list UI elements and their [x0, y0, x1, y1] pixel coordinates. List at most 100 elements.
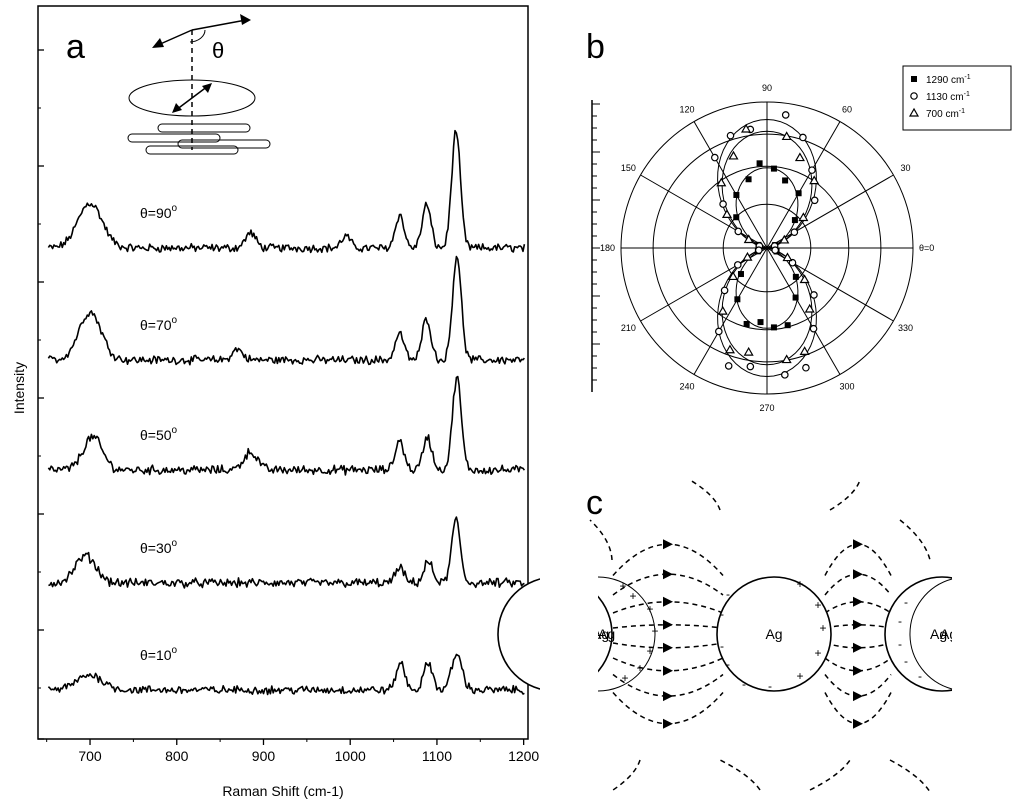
field-arrow: [663, 665, 673, 676]
field-arrow: [853, 718, 863, 729]
data-point: [724, 362, 733, 370]
positive-charge: +: [651, 624, 658, 638]
field-line: [809, 759, 851, 791]
data-point: [782, 177, 789, 184]
spectrum-trace: [47, 653, 525, 696]
negative-charge: -: [918, 669, 922, 683]
data-point: [791, 217, 798, 224]
field-arrow: [853, 596, 863, 607]
data-point: [757, 319, 764, 326]
polar-angle-label: 30: [901, 163, 911, 173]
field-line: [824, 543, 892, 576]
field-line: [689, 479, 721, 511]
positive-charge: +: [646, 602, 653, 616]
panel-b-axis-ticks: [592, 103, 600, 381]
data-point: [799, 133, 807, 142]
positive-charge: +: [629, 589, 636, 603]
positive-charge: +: [796, 669, 803, 683]
data-point: [711, 153, 719, 162]
data-point: [810, 196, 819, 205]
data-point: [726, 131, 735, 140]
data-point: [794, 152, 805, 162]
positive-charge: +: [814, 598, 821, 612]
data-point: [755, 246, 763, 254]
data-point: [721, 209, 732, 218]
data-point: [779, 234, 790, 244]
data-point: [792, 273, 799, 280]
data-point: [742, 251, 753, 261]
polar-angle-label: 150: [621, 163, 636, 173]
spectrum-label: θ=50o: [140, 425, 178, 443]
data-point: [908, 107, 920, 117]
spectrum-trace: [48, 516, 525, 589]
field-arrow: [853, 665, 863, 676]
field-arrow: [663, 539, 673, 550]
panel-c-letter: c: [586, 484, 603, 522]
negative-charge: -: [720, 607, 724, 621]
data-point: [733, 261, 742, 269]
field-line: [612, 673, 724, 697]
x-axis-label: Raman Shift (cm-1): [222, 783, 343, 799]
spectrum-label: θ=10o: [140, 645, 178, 663]
theta-symbol: θ: [212, 38, 224, 63]
field-line: [889, 759, 931, 793]
field-line: [609, 759, 641, 793]
panel-a: a Intensity Raman Shift (cm-1) 700 800 900…: [11, 5, 539, 799]
field-line: [824, 674, 892, 697]
spectrum-trace: [47, 375, 526, 476]
data-point: [716, 177, 727, 187]
x-tick-label: 800: [165, 748, 189, 764]
x-tick-label: 900: [252, 748, 276, 764]
data-point: [746, 362, 755, 371]
data-point: [743, 320, 750, 327]
data-point: [810, 291, 818, 299]
field-arrow: [663, 569, 673, 580]
x-tick-label: 1000: [335, 748, 366, 764]
data-point: [770, 324, 777, 331]
field-arrow: [663, 718, 673, 729]
polar-angle-label: 120: [679, 104, 694, 114]
data-point: [717, 305, 728, 315]
field-line: [824, 601, 892, 614]
clip-mask: [952, 560, 1015, 710]
polar-angle-label: 90: [762, 83, 772, 93]
negative-charge: -: [898, 637, 902, 651]
field-arrow: [853, 539, 863, 550]
negative-charge: -: [742, 677, 746, 691]
polar-angle-label: 300: [839, 382, 854, 392]
spectra: θ=90o θ=70o θ=50o θ=30o θ=10o: [47, 129, 526, 696]
field-arrow: [663, 691, 673, 702]
legend-label: 700 cm-1: [926, 108, 965, 120]
polar-angle-label: 60: [842, 104, 852, 114]
panel-a-letter: a: [66, 28, 85, 66]
positive-charge: +: [636, 661, 643, 675]
negative-charge: -: [904, 654, 908, 668]
data-point: [733, 214, 740, 221]
positive-charge: +: [621, 671, 628, 685]
data-point: [792, 294, 799, 301]
data-point: [799, 346, 810, 355]
field-line: [824, 573, 892, 596]
legend-label: 1130 cm-1: [926, 91, 970, 103]
data-point: [782, 252, 793, 262]
data-point: [734, 227, 743, 236]
panel-b: b θ=0 30 60 90 120 150 180 210 240 270 300 330 1290…: [586, 28, 1012, 413]
clip-mask: [540, 560, 598, 710]
data-point: [784, 322, 791, 329]
polar-plot: θ=0 30 60 90 120 150 180 210 240 270 300 330: [600, 83, 934, 413]
polarization-inset: θ: [127, 14, 271, 155]
data-point: [720, 286, 729, 295]
data-point: [728, 271, 739, 281]
field-arrow: [853, 569, 863, 580]
polar-angle-label: θ=0: [919, 243, 934, 253]
ag-label: Ag: [598, 626, 615, 642]
field-line: [829, 479, 861, 511]
polar-angle-label: 330: [898, 323, 913, 333]
x-tick-label: 1200: [508, 748, 539, 764]
data-point: [781, 354, 792, 364]
spectrum-trace: [47, 255, 526, 366]
data-point: [756, 160, 763, 167]
